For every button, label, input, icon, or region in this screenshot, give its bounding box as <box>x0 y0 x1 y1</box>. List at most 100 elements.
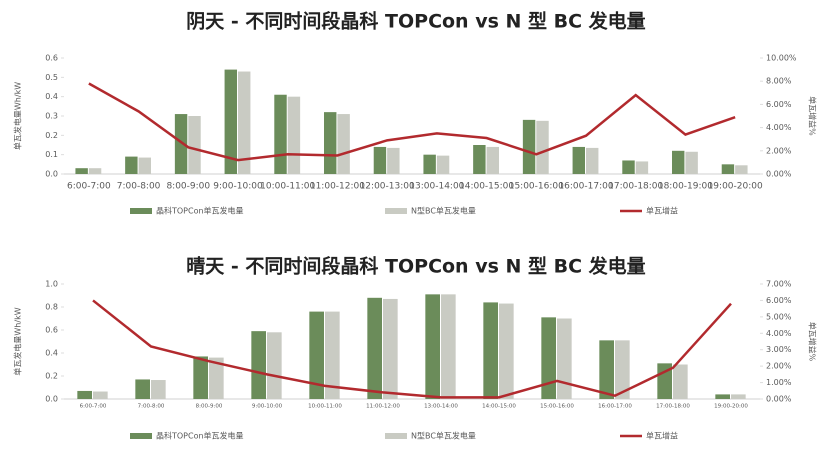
y-tick-label: 0.1 <box>45 150 58 159</box>
bar <box>373 146 387 174</box>
y-tick-label: 0.3 <box>45 112 58 121</box>
bar <box>483 302 498 399</box>
bar <box>425 294 440 399</box>
bar <box>324 112 337 174</box>
bar <box>499 303 514 399</box>
x-tick-label: 14:00-15:00 <box>482 404 516 410</box>
x-tick-label: 7:00-8:00 <box>138 404 165 410</box>
bar <box>88 168 102 174</box>
y-tick-label: 0.6 <box>45 54 58 63</box>
bar <box>125 156 138 174</box>
bar <box>572 146 585 174</box>
x-tick-label: 6:00-7:00 <box>80 404 107 410</box>
bar <box>536 120 549 174</box>
x-tick-label: 7:00-8:00 <box>117 182 161 192</box>
x-tick-label: 17:00-18:00 <box>608 182 663 192</box>
x-tick-label: 19:00-20:00 <box>708 182 763 192</box>
bar <box>367 297 382 399</box>
bar <box>238 71 251 174</box>
bar <box>436 155 450 174</box>
bar <box>735 165 748 174</box>
y2-tick-label: 2.00% <box>766 362 792 371</box>
x-tick-label: 10:00-11:00 <box>308 404 342 410</box>
y2-tick-label: 5.00% <box>766 312 792 321</box>
y2-tick-label: 4.00% <box>766 329 792 338</box>
legend-label: 单瓦增益 <box>646 206 678 216</box>
x-tick-label: 6:00-7:00 <box>67 182 111 192</box>
x-tick-label: 10:00-11:00 <box>260 182 315 192</box>
legend-swatch <box>130 433 152 439</box>
bar <box>224 69 237 174</box>
y2-tick-label: 0.00% <box>766 395 792 404</box>
bar <box>93 391 108 399</box>
bar <box>615 340 630 399</box>
legend-label: 单瓦增益 <box>646 431 678 441</box>
bar <box>267 332 282 399</box>
line <box>92 299 732 399</box>
chart-title: 阴天 - 不同时间段晶科 TOPCon vs N 型 BC 发电量 <box>186 10 645 33</box>
y-tick-label: 1.0 <box>45 280 58 289</box>
bar <box>673 364 688 399</box>
x-tick-label: 9:00-10:00 <box>252 404 283 410</box>
y-tick-label: 0.4 <box>45 92 58 101</box>
bar <box>715 394 730 399</box>
y2-tick-label: 8.00% <box>766 77 792 86</box>
bar <box>635 161 649 174</box>
y-tick-label: 0.2 <box>45 131 58 140</box>
y-tick-label: 0.2 <box>45 372 58 381</box>
bar <box>586 147 599 174</box>
x-tick-label: 12:00-13:00 <box>360 182 415 192</box>
bar <box>209 357 224 399</box>
bar <box>423 154 436 174</box>
chart: 晴天 - 不同时间段晶科 TOPCon vs N 型 BC 发电量 0.0 0.2 0… <box>13 255 818 441</box>
y2-tick-label: 1.00% <box>766 378 792 387</box>
legend-swatch <box>130 208 152 214</box>
bar <box>441 294 456 399</box>
x-tick-label: 14:00-15:00 <box>459 182 514 192</box>
y-tick-label: 0.0 <box>45 170 58 179</box>
bar <box>541 317 556 399</box>
bar <box>151 380 166 399</box>
x-tick-label: 13:00-14:00 <box>424 404 458 410</box>
y2-tick-label: 6.00% <box>766 100 792 109</box>
x-tick-label: 11:00-12:00 <box>310 182 365 192</box>
legend-swatch <box>385 208 407 214</box>
y-tick-label: 0.8 <box>45 303 58 312</box>
x-tick-label: 15:00-16:00 <box>509 182 564 192</box>
y-tick-label: 0.6 <box>45 326 58 335</box>
bar <box>337 114 350 174</box>
bar <box>193 356 208 399</box>
bar <box>287 96 301 174</box>
bar <box>599 340 614 399</box>
legend-swatch <box>385 433 407 439</box>
bar <box>473 145 486 174</box>
x-tick-label: 19:00-20:00 <box>714 404 748 410</box>
bar <box>721 164 735 174</box>
legend-label: 晶科TOPCon单瓦发电量 <box>156 431 244 441</box>
bar <box>685 151 698 174</box>
y2-tick-label: 7.00% <box>766 280 792 289</box>
x-tick-label: 17:00-18:00 <box>656 404 690 410</box>
bar <box>135 379 150 399</box>
y-axis-label: 单瓦发电量Wh/kW <box>13 82 23 150</box>
y2-tick-label: 4.00% <box>766 123 792 132</box>
bar <box>174 114 188 174</box>
x-tick-label: 11:00-12:00 <box>366 404 400 410</box>
y2-tick-label: 0.00% <box>766 170 792 179</box>
x-tick-label: 16:00-17:00 <box>598 404 632 410</box>
y-tick-label: 0.0 <box>45 395 58 404</box>
bar <box>387 147 400 174</box>
chart: 阴天 - 不同时间段晶科 TOPCon vs N 型 BC 发电量 0.0 0.1 0… <box>13 10 818 216</box>
y2-tick-label: 2.00% <box>766 146 792 155</box>
bar <box>383 298 398 399</box>
legend-label: 晶科TOPCon单瓦发电量 <box>156 206 244 216</box>
bar <box>731 394 746 399</box>
y2-tick-label: 6.00% <box>766 296 792 305</box>
bar <box>622 160 635 174</box>
y2-axis-label: 单瓦增益% <box>808 322 818 362</box>
line <box>88 82 736 162</box>
bar <box>251 331 266 399</box>
x-tick-label: 13:00-14:00 <box>409 182 464 192</box>
bar <box>309 311 324 399</box>
